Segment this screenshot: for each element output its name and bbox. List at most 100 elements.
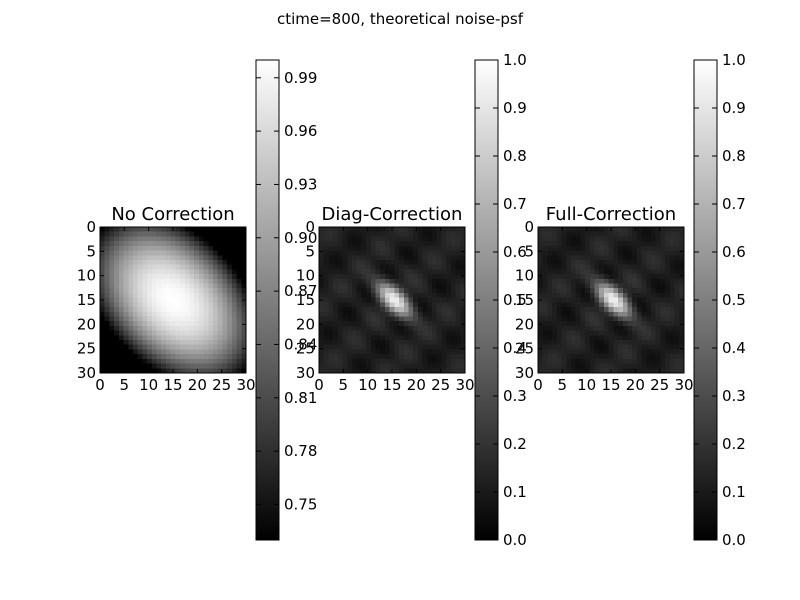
heatmap-cell xyxy=(608,241,614,247)
heatmap-cell xyxy=(231,321,237,327)
heatmap-cell xyxy=(156,358,162,364)
heatmap-cell xyxy=(547,330,553,336)
heatmap-cell xyxy=(175,368,181,374)
heatmap-cell xyxy=(328,241,334,247)
heatmap-cell xyxy=(118,307,124,313)
heatmap-cell xyxy=(104,302,110,308)
heatmap-cell xyxy=(161,297,167,303)
heatmap-cell xyxy=(151,321,157,327)
heatmap-cell xyxy=(203,330,209,336)
heatmap-cell xyxy=(375,288,381,294)
heatmap-cell xyxy=(366,368,372,374)
heatmap-cell xyxy=(622,307,628,313)
heatmap-cell xyxy=(422,307,428,313)
heatmap-cell xyxy=(403,368,409,374)
heatmap-cell xyxy=(361,349,367,355)
heatmap-cell xyxy=(142,241,148,247)
heatmap-cell xyxy=(361,278,367,284)
heatmap-cell xyxy=(585,368,591,374)
heatmap-cell xyxy=(427,292,433,298)
heatmap-cell xyxy=(222,283,228,289)
heatmap-cell xyxy=(432,358,437,364)
heatmap-cell xyxy=(151,297,157,303)
x-tick-label: 30 xyxy=(674,376,693,394)
heatmap-cell xyxy=(114,259,120,265)
heatmap-cell xyxy=(165,349,171,355)
heatmap-cell xyxy=(319,250,324,256)
heatmap-cell xyxy=(594,349,600,355)
heatmap-cell xyxy=(636,311,642,317)
heatmap-cell xyxy=(566,354,572,360)
heatmap-cell xyxy=(213,302,218,308)
heatmap-cell xyxy=(328,358,334,364)
heatmap-cell xyxy=(347,297,353,303)
heatmap-cell xyxy=(441,241,447,247)
heatmap-cell xyxy=(441,368,447,374)
heatmap-cell xyxy=(622,340,628,345)
heatmap-cell xyxy=(538,302,543,308)
heatmap-cell xyxy=(552,250,558,256)
heatmap-cell xyxy=(627,274,633,280)
heatmap-cell xyxy=(142,297,148,303)
heatmap-cell xyxy=(655,330,661,336)
heatmap-cell xyxy=(118,344,124,350)
heatmap-cell xyxy=(151,340,157,345)
heatmap-cell xyxy=(380,274,386,280)
heatmap-cell xyxy=(594,358,600,364)
heatmap-cell xyxy=(646,288,652,294)
heatmap-cell xyxy=(241,255,247,261)
heatmap-cell xyxy=(384,354,390,360)
heatmap-cell xyxy=(323,344,329,350)
heatmap-cell xyxy=(356,278,362,284)
heatmap-cell xyxy=(460,358,466,364)
heatmap-cell xyxy=(618,335,624,341)
heatmap-cell xyxy=(594,227,600,232)
heatmap-cell xyxy=(632,297,638,303)
heatmap-cell xyxy=(669,231,675,237)
heatmap-cell xyxy=(660,288,666,294)
heatmap-cell xyxy=(328,283,334,289)
heatmap-cell xyxy=(213,269,218,275)
heatmap-cell xyxy=(570,316,576,322)
heatmap-cell xyxy=(413,250,419,256)
heatmap-cell xyxy=(389,264,395,270)
heatmap-cell xyxy=(446,269,452,275)
heatmap-cell xyxy=(446,363,452,369)
heatmap-cell xyxy=(552,349,558,355)
heatmap-cell xyxy=(669,354,675,360)
heatmap-cell xyxy=(417,358,423,364)
heatmap-cell xyxy=(665,330,671,336)
heatmap-cell xyxy=(622,368,628,374)
heatmap-cell xyxy=(627,269,633,275)
heatmap-cell xyxy=(674,330,680,336)
heatmap-cell xyxy=(222,259,228,265)
heatmap-cell xyxy=(665,255,671,261)
heatmap-cell xyxy=(399,236,405,242)
heatmap-cell xyxy=(651,311,656,317)
heatmap-cell xyxy=(403,363,409,369)
heatmap-cell xyxy=(361,307,367,313)
heatmap-cell xyxy=(413,368,419,374)
heatmap-cell xyxy=(231,241,237,247)
y-tick-label: 5 xyxy=(86,242,96,260)
heatmap-cell xyxy=(547,250,553,256)
heatmap-cell xyxy=(399,330,405,336)
heatmap-cell xyxy=(417,335,423,341)
heatmap-cell xyxy=(132,354,138,360)
heatmap-cell xyxy=(408,358,414,364)
heatmap-cell xyxy=(347,283,353,289)
heatmap-cell xyxy=(184,292,190,298)
heatmap-cell xyxy=(556,311,562,317)
heatmap-cell xyxy=(156,227,162,232)
heatmap-cell xyxy=(427,307,433,313)
heatmap-cell xyxy=(542,283,548,289)
heatmap-cell xyxy=(114,325,120,331)
heatmap-cell xyxy=(366,236,372,242)
heatmap-cell xyxy=(114,255,120,261)
heatmap-cell xyxy=(450,344,456,350)
heatmap-cell xyxy=(156,250,162,256)
heatmap-cell xyxy=(236,297,242,303)
heatmap-cell xyxy=(337,269,343,275)
heatmap-cell xyxy=(665,349,671,355)
heatmap-cell xyxy=(566,264,572,270)
